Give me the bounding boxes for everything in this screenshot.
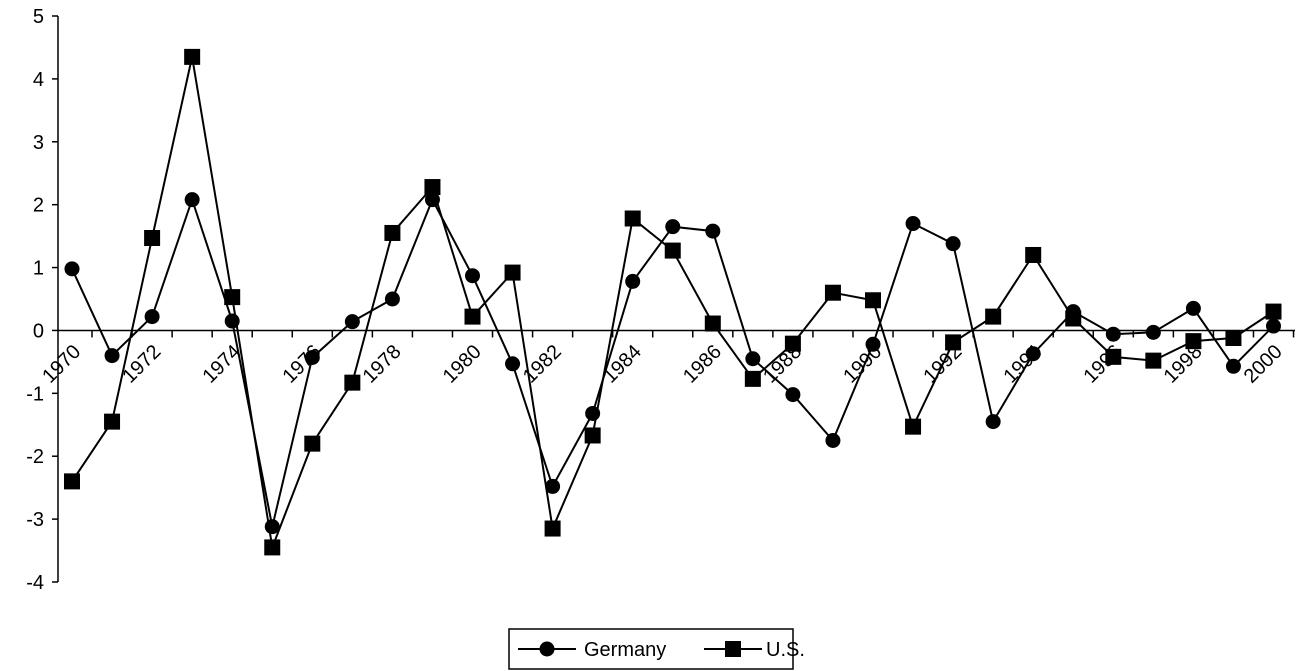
us-point — [1265, 303, 1282, 320]
germany-point — [785, 387, 801, 403]
germany-point — [945, 236, 961, 252]
y-tick-label: -1 — [26, 383, 44, 405]
y-tick-label: -3 — [26, 509, 44, 531]
y-tick-label: 3 — [33, 132, 44, 154]
x-tick-label: 1978 — [359, 341, 406, 388]
germany-point — [1025, 346, 1041, 362]
x-tick-label: 1976 — [279, 341, 326, 388]
x-tick-label: 1986 — [679, 341, 726, 388]
us-point — [464, 308, 481, 325]
us-point — [824, 284, 841, 301]
us-point — [704, 315, 721, 332]
germany-point — [1105, 326, 1121, 342]
us-point — [304, 435, 321, 452]
legend-germany-label: Germany — [584, 639, 666, 661]
germany-point — [64, 261, 80, 277]
us-point — [1105, 348, 1122, 365]
germany-point — [184, 192, 200, 208]
germany-point — [1185, 300, 1201, 316]
germany-point — [505, 356, 521, 372]
germany-point — [465, 268, 480, 284]
germany-point — [825, 433, 841, 448]
y-tick-label: 0 — [33, 320, 44, 342]
x-tick-label: 1970 — [38, 341, 85, 388]
y-tick-label: 4 — [33, 69, 44, 91]
us-point — [64, 473, 80, 490]
us-point — [584, 427, 601, 444]
x-tick-label: 2000 — [1240, 341, 1287, 388]
us-point — [865, 292, 881, 309]
germany-point — [1145, 324, 1161, 340]
germany-point — [705, 223, 721, 239]
legend-us-marker — [725, 641, 741, 657]
us-point — [184, 48, 201, 65]
y-tick-label: -2 — [26, 446, 44, 468]
legend-us-label: U.S. — [766, 639, 805, 661]
us-point — [344, 374, 361, 391]
germany-point — [545, 478, 561, 494]
us-point — [544, 520, 561, 537]
us-point — [224, 289, 241, 306]
legend: Germany U.S. — [508, 628, 805, 670]
us-point — [384, 224, 401, 241]
us-point — [784, 335, 801, 352]
us-point — [945, 334, 962, 351]
series-line-us — [71, 56, 1275, 552]
germany-point — [424, 192, 440, 208]
us-point — [1065, 310, 1082, 327]
germany-point — [1266, 318, 1281, 334]
us-point — [1185, 333, 1202, 350]
germany-point — [905, 216, 921, 232]
us-point — [905, 418, 922, 435]
germany-point — [344, 314, 360, 330]
us-point — [104, 413, 121, 430]
us-point — [264, 539, 281, 556]
us-point — [744, 370, 761, 387]
y-tick-label: 2 — [33, 195, 44, 217]
us-point — [1225, 329, 1242, 346]
us-point — [144, 229, 161, 246]
germany-point — [625, 273, 641, 289]
germany-point — [745, 351, 761, 367]
y-tick-label: 5 — [33, 6, 44, 28]
legend-germany-marker — [539, 641, 555, 657]
us-point — [1145, 352, 1162, 369]
germany-point — [144, 309, 160, 325]
germany-point — [104, 348, 120, 364]
us-point — [985, 308, 1002, 325]
y-tick-label: -4 — [26, 572, 44, 594]
y-tick-label: 1 — [33, 258, 44, 280]
y-axis: -4 -3 -2 -1 0 1 2 3 4 5 — [26, 6, 59, 594]
us-point — [624, 210, 641, 227]
series-group — [64, 48, 1282, 556]
us-point — [504, 264, 521, 281]
germany-point — [304, 349, 320, 365]
x-tick-label: 1980 — [439, 341, 486, 388]
germany-point — [985, 414, 1001, 430]
us-point — [424, 179, 441, 196]
germany-point — [665, 219, 681, 235]
germany-point — [865, 336, 881, 352]
germany-point — [384, 291, 400, 307]
us-point — [664, 242, 681, 259]
germany-point — [1225, 358, 1241, 374]
us-point — [1025, 246, 1042, 263]
